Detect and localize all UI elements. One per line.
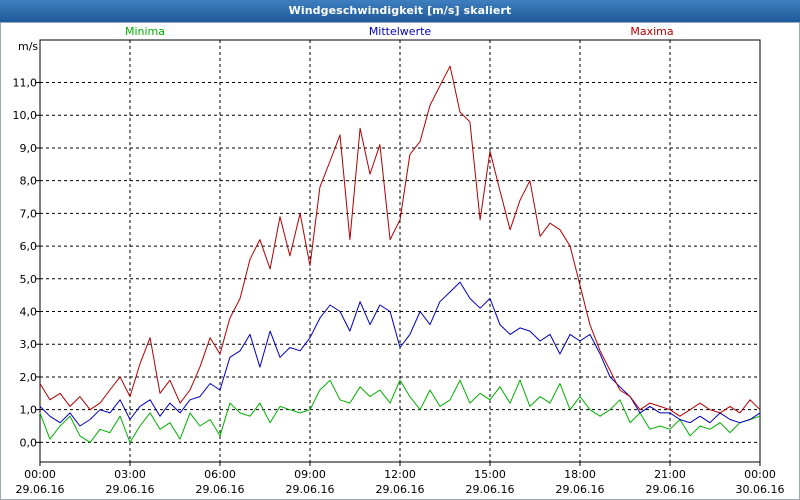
x-tick-date-label: 29.06.16 [286, 483, 335, 496]
x-tick-time-label: 15:00 [474, 468, 506, 481]
x-tick-time-label: 00:00 [24, 468, 56, 481]
x-tick-time-label: 06:00 [204, 468, 236, 481]
x-tick-time-label: 18:00 [564, 468, 596, 481]
x-tick-date-label: 29.06.16 [106, 483, 155, 496]
x-tick-date-label: 29.06.16 [646, 483, 695, 496]
x-tick-date-label: 29.06.16 [556, 483, 605, 496]
x-tick-date-label: 29.06.16 [196, 483, 245, 496]
y-tick-label: 6,0 [20, 240, 38, 253]
x-tick-time-label: 03:00 [114, 468, 146, 481]
x-tick-time-label: 21:00 [654, 468, 686, 481]
x-tick-date-label: 30.06.16 [736, 483, 785, 496]
y-tick-label: 3,0 [20, 338, 38, 351]
legend-minima: Minima [125, 25, 165, 38]
y-tick-label: 8,0 [20, 175, 38, 188]
x-tick-time-label: 00:00 [744, 468, 776, 481]
y-tick-label: 9,0 [20, 142, 38, 155]
plot-area-border [39, 39, 761, 463]
legend-maxima: Maxima [630, 25, 673, 38]
y-tick-label: 4,0 [20, 306, 38, 319]
x-tick-time-label: 09:00 [294, 468, 326, 481]
x-tick-time-label: 12:00 [384, 468, 416, 481]
y-axis-unit-label: m/s [18, 40, 38, 53]
x-tick-date-label: 29.06.16 [16, 483, 65, 496]
y-tick-label: 1,0 [20, 404, 38, 417]
chart-title: Windgeschwindigkeit [m/s] skaliert [288, 4, 512, 17]
series-line-mittelwerte [39, 281, 761, 427]
x-tick-date-label: 29.06.16 [376, 483, 425, 496]
y-tick-label: 0,0 [20, 436, 38, 449]
y-tick-label: 7,0 [20, 207, 38, 220]
y-tick-label: 2,0 [20, 371, 38, 384]
y-tick-label: 11,0 [13, 77, 38, 90]
y-tick-label: 10,0 [13, 109, 38, 122]
x-tick-date-label: 29.06.16 [466, 483, 515, 496]
legend-mittelwerte: Mittelwerte [369, 25, 432, 38]
series-line-maxima [39, 65, 761, 417]
y-tick-label: 5,0 [20, 273, 38, 286]
